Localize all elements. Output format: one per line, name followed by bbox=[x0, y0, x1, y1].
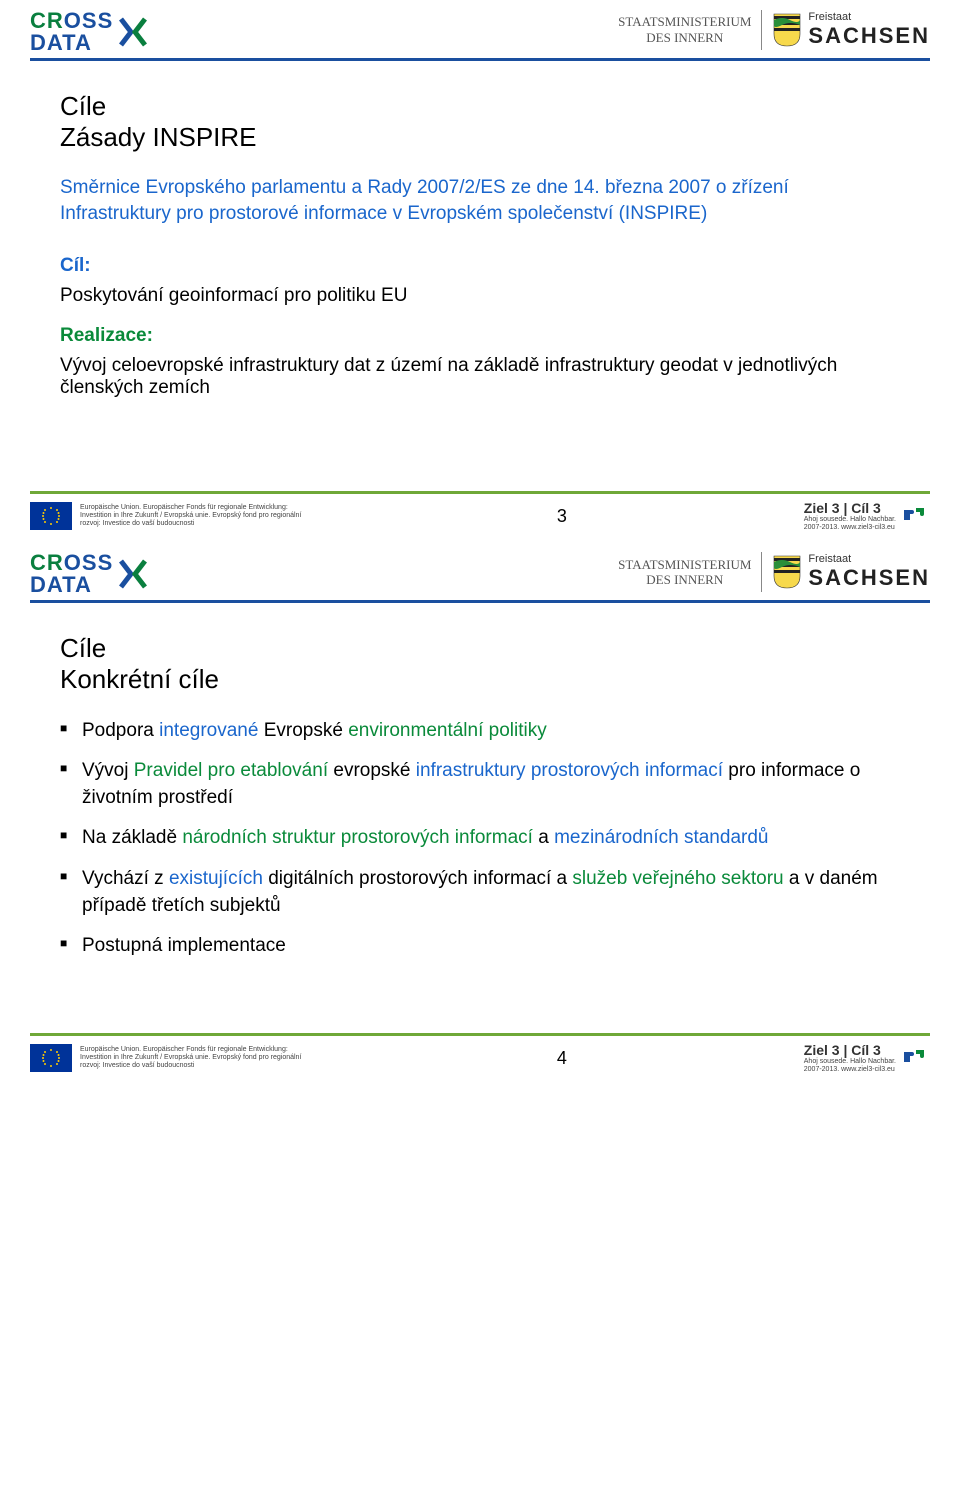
eu-funding-block: Europäische Union. Europäischer Fonds fü… bbox=[30, 1044, 320, 1072]
freistaat-text: Freistaat bbox=[808, 11, 930, 23]
realizace-label: Realizace: bbox=[60, 325, 900, 347]
sachsen-shield-icon bbox=[772, 12, 802, 48]
bullet-item: Postupná implementace bbox=[60, 933, 900, 960]
ziel-puzzle-icon bbox=[902, 504, 930, 528]
logo-data-text: DATA bbox=[30, 32, 113, 54]
sachsen-text: SACHSEN bbox=[808, 23, 930, 49]
slide-title: Cíle Zásady INSPIRE bbox=[60, 91, 900, 153]
slide-header: CROSS DATA STAATSMINISTERIUM DES INNERN bbox=[0, 0, 960, 58]
bullet-item: Podpora integrované Evropské environment… bbox=[60, 718, 900, 745]
logo-data-text: DATA bbox=[30, 574, 113, 596]
eu-funding-text: Europäische Union. Europäischer Fonds fü… bbox=[80, 504, 320, 528]
page-number: 4 bbox=[557, 1048, 567, 1069]
slide-footer: Europäische Union. Europäischer Fonds fü… bbox=[0, 1033, 960, 1084]
ziel-block: Ziel 3 | Cíl 3 Ahoj sousede. Hallo Nachb… bbox=[804, 500, 930, 532]
crossdata-logo: CROSS DATA bbox=[30, 10, 147, 54]
footer-rule bbox=[30, 1033, 930, 1036]
page-number: 3 bbox=[557, 506, 567, 527]
sachsen-logo-block: STAATSMINISTERIUM DES INNERN Freistaat S… bbox=[618, 552, 930, 592]
cross-x-icon bbox=[119, 557, 147, 591]
slide-title: Cíle Konkrétní cíle bbox=[60, 633, 900, 695]
eu-funding-text: Europäische Union. Europäischer Fonds fü… bbox=[80, 1046, 320, 1070]
realizace-text: Vývoj celoevropské infrastruktury dat z … bbox=[60, 355, 900, 399]
slide-1: CROSS DATA STAATSMINISTERIUM DES INNERN bbox=[0, 0, 960, 542]
eu-flag-icon bbox=[30, 502, 72, 530]
intro-paragraph: Směrnice Evropského parlamentu a Rady 20… bbox=[60, 175, 900, 226]
cil-label: Cíl: bbox=[60, 255, 900, 277]
slide-header: CROSS DATA STAATSMINISTERIUM DES INNERN bbox=[0, 542, 960, 600]
sachsen-shield-icon bbox=[772, 554, 802, 590]
footer-rule bbox=[30, 491, 930, 494]
eu-funding-block: Europäische Union. Europäischer Fonds fü… bbox=[30, 502, 320, 530]
bullet-item: Vývoj Pravidel pro etablování evropské i… bbox=[60, 758, 900, 811]
ziel-puzzle-icon bbox=[902, 1046, 930, 1070]
sachsen-logo-block: STAATSMINISTERIUM DES INNERN Freistaat S… bbox=[618, 10, 930, 50]
ziel-block: Ziel 3 | Cíl 3 Ahoj sousede. Hallo Nachb… bbox=[804, 1042, 930, 1074]
bullet-item: Na základě národních struktur prostorový… bbox=[60, 825, 900, 852]
vertical-divider bbox=[761, 10, 762, 50]
crossdata-logo: CROSS DATA bbox=[30, 552, 147, 596]
sachsen-text: SACHSEN bbox=[808, 565, 930, 591]
staatsministerium-text: STAATSMINISTERIUM DES INNERN bbox=[618, 14, 751, 45]
slide-body: Cíle Zásady INSPIRE Směrnice Evropského … bbox=[0, 61, 960, 491]
freistaat-text: Freistaat bbox=[808, 553, 930, 565]
eu-flag-icon bbox=[30, 1044, 72, 1072]
cross-x-icon bbox=[119, 15, 147, 49]
cil-text: Poskytování geoinformací pro politiku EU bbox=[60, 285, 900, 307]
bullet-item: Vychází z existujících digitálních prost… bbox=[60, 866, 900, 919]
slide-footer: Europäische Union. Europäischer Fonds fü… bbox=[0, 491, 960, 542]
slide-2: CROSS DATA STAATSMINISTERIUM DES INNERN bbox=[0, 542, 960, 1084]
vertical-divider bbox=[761, 552, 762, 592]
staatsministerium-text: STAATSMINISTERIUM DES INNERN bbox=[618, 557, 751, 588]
bullet-list: Podpora integrované Evropské environment… bbox=[60, 718, 900, 960]
slide-body: Cíle Konkrétní cíle Podpora integrované … bbox=[0, 603, 960, 1033]
